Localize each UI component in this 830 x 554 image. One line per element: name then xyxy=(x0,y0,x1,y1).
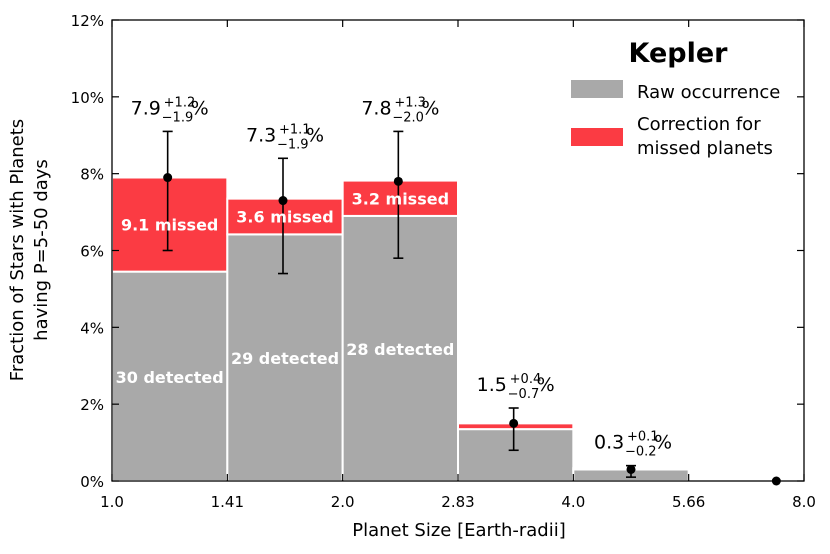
legend-label-1-0: Correction for xyxy=(637,114,761,135)
bars-layer xyxy=(111,176,690,483)
detected-label-1: 29 detected xyxy=(231,349,339,368)
err-down-3: −0.7 xyxy=(508,387,540,402)
err-up-0: +1.2 xyxy=(164,95,196,110)
bar-raw-2 xyxy=(341,214,459,483)
x-tick-label-4: 4.0 xyxy=(561,493,585,511)
missed-label-2: 3.2 missed xyxy=(352,189,449,208)
err-down-0: −1.9 xyxy=(162,110,194,125)
y-axis-label-line-2: having P=5-50 days xyxy=(31,159,52,341)
bar-correction-2 xyxy=(341,179,459,217)
x-tick-label-0: 1.0 xyxy=(100,493,124,511)
y-tick-label-1: 2% xyxy=(80,396,104,414)
err-down-1: −1.9 xyxy=(277,137,309,152)
x-tick-label-5: 5.66 xyxy=(672,493,705,511)
y-tick-label-2: 4% xyxy=(80,319,104,337)
legend-swatch-1 xyxy=(571,128,623,146)
data-point-2 xyxy=(393,176,403,186)
bar-correction-0 xyxy=(111,176,229,273)
err-up-2: +1.3 xyxy=(394,95,426,110)
y-tick-label-3: 6% xyxy=(80,243,104,261)
data-point-4 xyxy=(626,464,636,474)
y-tick-label-6: 12% xyxy=(71,12,104,30)
legend-title: Kepler xyxy=(629,38,729,69)
x-tick-label-6: 8.0 xyxy=(792,493,816,511)
y-axis-label-line-1: Fraction of Stars with Planets xyxy=(7,119,28,381)
pct-1: % xyxy=(306,124,324,146)
detected-label-2: 28 detected xyxy=(346,340,454,359)
legend-label-0-0: Raw occurrence xyxy=(637,82,780,103)
err-down-2: −2.0 xyxy=(392,110,424,125)
x-tick-label-2: 2.0 xyxy=(331,493,355,511)
detected-label-0: 30 detected xyxy=(116,368,224,387)
legend: Kepler Raw occurrence Correction for missed… xyxy=(571,38,780,159)
value-2: 7.8 xyxy=(361,97,391,119)
value-4: 0.3 xyxy=(594,432,624,454)
x-tick-label-1: 1.41 xyxy=(211,493,244,511)
legend-swatch-0 xyxy=(571,80,623,98)
legend-label-1-1: missed planets xyxy=(637,138,773,159)
err-down-4: −0.2 xyxy=(625,445,657,460)
missed-label-0: 9.1 missed xyxy=(121,216,218,235)
error-bars-layer xyxy=(162,130,781,486)
value-3: 1.5 xyxy=(477,374,507,396)
pct-3: % xyxy=(537,374,555,396)
x-axis-label: Planet Size [Earth-radii] xyxy=(352,520,566,541)
bar-raw-3 xyxy=(457,428,575,483)
value-0: 7.9 xyxy=(131,97,161,119)
data-point-1 xyxy=(278,196,288,206)
data-point-3 xyxy=(509,418,519,428)
err-up-1: +1.1 xyxy=(279,122,311,137)
x-tick-label-3: 2.83 xyxy=(441,493,474,511)
err-up-4: +0.1 xyxy=(627,430,659,445)
plot-frame xyxy=(111,19,805,482)
y-tick-label-5: 10% xyxy=(71,89,104,107)
pct-4: % xyxy=(654,432,672,454)
pct-2: % xyxy=(421,97,439,119)
y-tick-label-4: 8% xyxy=(80,166,104,184)
data-point-0 xyxy=(163,173,173,183)
err-up-3: +0.4 xyxy=(510,372,542,387)
bar-raw-0 xyxy=(111,270,229,483)
y-tick-label-0: 0% xyxy=(80,473,104,491)
pct-0: % xyxy=(191,97,209,119)
missed-label-1: 3.6 missed xyxy=(236,208,333,227)
value-1: 7.3 xyxy=(246,124,276,146)
